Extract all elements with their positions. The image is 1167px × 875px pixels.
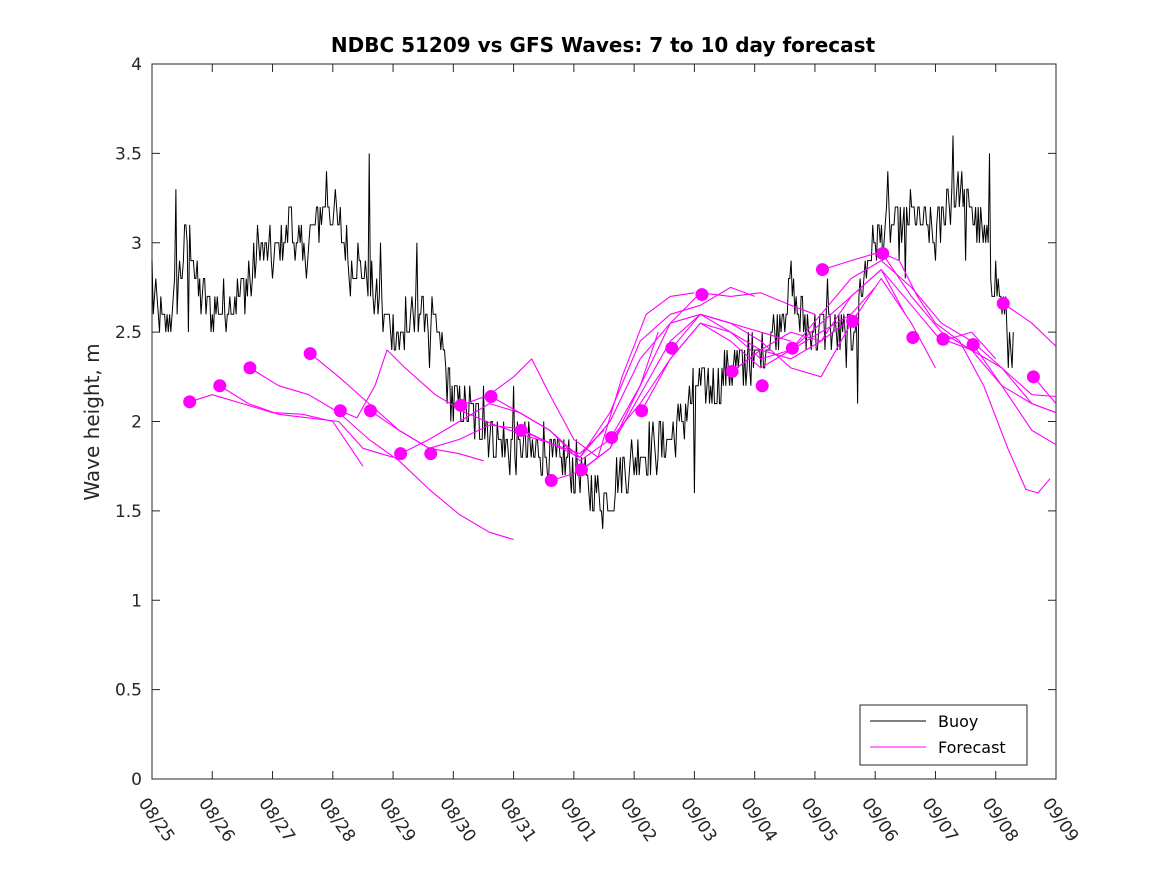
forecast-marker — [243, 361, 257, 375]
forecast-run-line — [1002, 303, 1057, 347]
forecast-marker — [635, 404, 649, 418]
forecast-run-line — [520, 313, 791, 458]
y-tick-label: 1 — [131, 591, 142, 611]
forecast-marker — [363, 404, 377, 418]
forecast-run-line — [340, 349, 550, 444]
forecast-marker — [815, 263, 829, 277]
forecast-marker — [303, 347, 317, 361]
forecast-marker — [544, 473, 558, 487]
forecast-marker — [183, 395, 197, 409]
y-tick-label: 2 — [131, 413, 142, 433]
forecast-marker — [846, 314, 860, 328]
forecast-marker — [574, 463, 588, 477]
forecast-run-line — [611, 287, 876, 438]
y-tick-label: 2.5 — [115, 323, 142, 343]
forecast-run-line — [219, 385, 394, 458]
forecast-run-line — [490, 286, 755, 458]
forecast-run-line — [460, 292, 695, 458]
legend-label-forecast: Forecast — [938, 738, 1006, 757]
forecast-marker — [514, 423, 528, 437]
forecast-marker — [424, 447, 438, 461]
forecast-marker — [936, 332, 950, 346]
y-tick-label: 3 — [131, 234, 142, 254]
forecast-marker — [876, 246, 890, 260]
forecast-marker — [213, 379, 227, 393]
forecast-run-line — [882, 252, 1051, 494]
forecast-marker — [996, 297, 1010, 311]
y-tick-label: 4 — [131, 55, 142, 75]
forecast-marker — [333, 404, 347, 418]
forecast-marker — [394, 447, 408, 461]
y-axis-label: Wave height, m — [80, 343, 104, 500]
forecast-marker — [484, 389, 498, 403]
forecast-marker — [966, 338, 980, 352]
forecast-marker — [605, 431, 619, 445]
y-tick-label: 0 — [131, 770, 142, 790]
forecast-run-line — [249, 367, 514, 541]
y-tick-label: 3.5 — [115, 144, 142, 164]
legend-label-buoy: Buoy — [938, 712, 978, 731]
forecast-marker — [755, 379, 769, 393]
forecast-marker — [454, 398, 468, 412]
forecast-marker — [695, 288, 709, 302]
forecast-run-line — [942, 338, 1057, 414]
legend: Buoy Forecast — [859, 704, 1028, 766]
forecast-marker — [725, 364, 739, 378]
forecast-run-line — [671, 277, 936, 378]
forecast-marker — [665, 341, 679, 355]
forecast-run-line — [822, 251, 1057, 414]
forecast-run-line — [791, 260, 1057, 398]
legend-box — [859, 704, 1028, 766]
y-tick-label: 0.5 — [115, 681, 142, 701]
forecast-run-line — [972, 344, 1057, 446]
forecast-marker — [1026, 370, 1040, 384]
y-tick-label: 1.5 — [115, 502, 142, 522]
forecast-marker — [906, 330, 920, 344]
forecast-run-line — [731, 269, 997, 372]
chart-title: NDBC 51209 vs GFS Waves: 7 to 10 day for… — [331, 33, 876, 57]
forecast-marker — [785, 341, 799, 355]
